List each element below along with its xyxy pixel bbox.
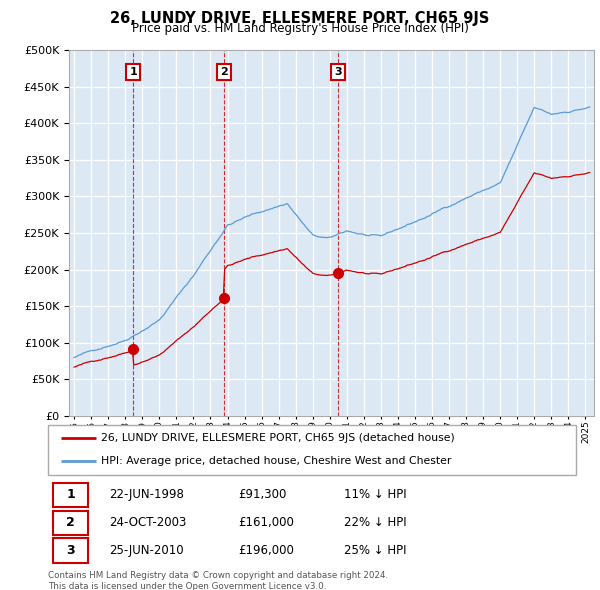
Text: Price paid vs. HM Land Registry's House Price Index (HPI): Price paid vs. HM Land Registry's House … — [131, 22, 469, 35]
Bar — [53, 483, 88, 507]
Text: 22% ↓ HPI: 22% ↓ HPI — [344, 516, 406, 529]
Text: Contains HM Land Registry data © Crown copyright and database right 2024.
This d: Contains HM Land Registry data © Crown c… — [48, 571, 388, 590]
Text: 22-JUN-1998: 22-JUN-1998 — [109, 489, 184, 502]
Text: 25% ↓ HPI: 25% ↓ HPI — [344, 544, 406, 557]
Text: £91,300: £91,300 — [238, 489, 286, 502]
Text: 2: 2 — [220, 67, 228, 77]
Text: 3: 3 — [334, 67, 342, 77]
Bar — [53, 539, 88, 563]
Text: 1: 1 — [130, 67, 137, 77]
Text: HPI: Average price, detached house, Cheshire West and Chester: HPI: Average price, detached house, Ches… — [101, 457, 451, 467]
Bar — [53, 510, 88, 535]
Text: 1: 1 — [66, 489, 75, 502]
Text: 2: 2 — [66, 516, 75, 529]
Text: 26, LUNDY DRIVE, ELLESMERE PORT, CH65 9JS: 26, LUNDY DRIVE, ELLESMERE PORT, CH65 9J… — [110, 11, 490, 25]
Text: 24-OCT-2003: 24-OCT-2003 — [109, 516, 186, 529]
Text: 3: 3 — [66, 544, 75, 557]
Text: 11% ↓ HPI: 11% ↓ HPI — [344, 489, 406, 502]
Text: £161,000: £161,000 — [238, 516, 294, 529]
Text: £196,000: £196,000 — [238, 544, 294, 557]
Text: 26, LUNDY DRIVE, ELLESMERE PORT, CH65 9JS (detached house): 26, LUNDY DRIVE, ELLESMERE PORT, CH65 9J… — [101, 433, 455, 443]
Text: 25-JUN-2010: 25-JUN-2010 — [109, 544, 184, 557]
